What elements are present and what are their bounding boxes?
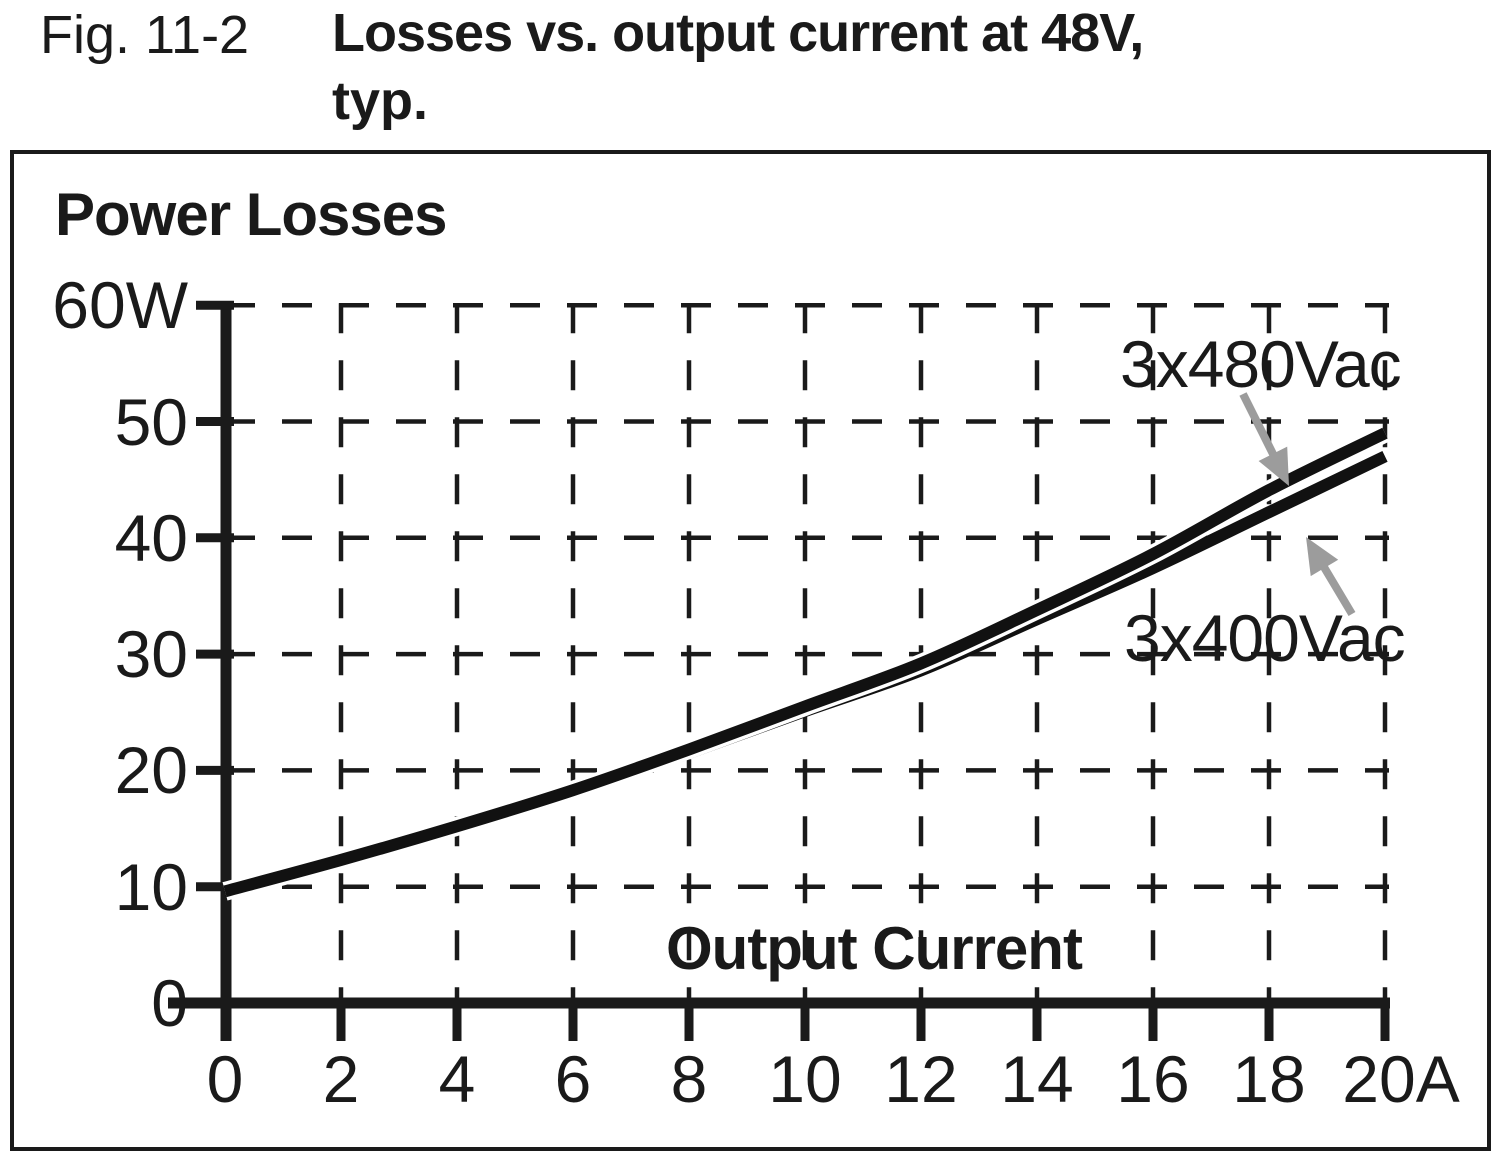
y-tick-label: 50 (114, 384, 188, 459)
x-tick-label: 2 (322, 1042, 360, 1116)
y-axis-title: Power Losses (55, 181, 448, 248)
y-tick-label: 10 (114, 849, 188, 924)
x-tick-label: 8 (670, 1042, 708, 1116)
y-tick-label: 30 (114, 617, 188, 692)
x-tick-label: 10 (768, 1042, 842, 1116)
series-label-3x400vac: 3x400Vac (1124, 601, 1406, 675)
x-tick-label: 4 (438, 1042, 476, 1116)
x-tick-label: 18 (1232, 1042, 1306, 1116)
figure-title: Losses vs. output current at 48V, (332, 3, 1144, 63)
y-tick-label: 0 (151, 966, 188, 1040)
series-label-3x480vac: 3x480Vac (1120, 327, 1402, 401)
y-tick-label: 40 (114, 500, 188, 575)
x-tick-label: 20A (1342, 1042, 1460, 1116)
figure-title-line2: typ. (332, 71, 429, 131)
y-tick-label: 60W (52, 268, 188, 343)
x-tick-label: 14 (1000, 1042, 1074, 1116)
x-tick-label: 12 (884, 1042, 958, 1116)
x-tick-label: 0 (206, 1042, 244, 1116)
figure-number: Fig. 11-2 (40, 5, 250, 65)
x-axis-title: Output Current (666, 915, 1083, 982)
x-tick-label: 16 (1116, 1042, 1190, 1116)
y-tick-label: 20 (114, 733, 188, 808)
x-tick-label: 6 (554, 1042, 592, 1116)
